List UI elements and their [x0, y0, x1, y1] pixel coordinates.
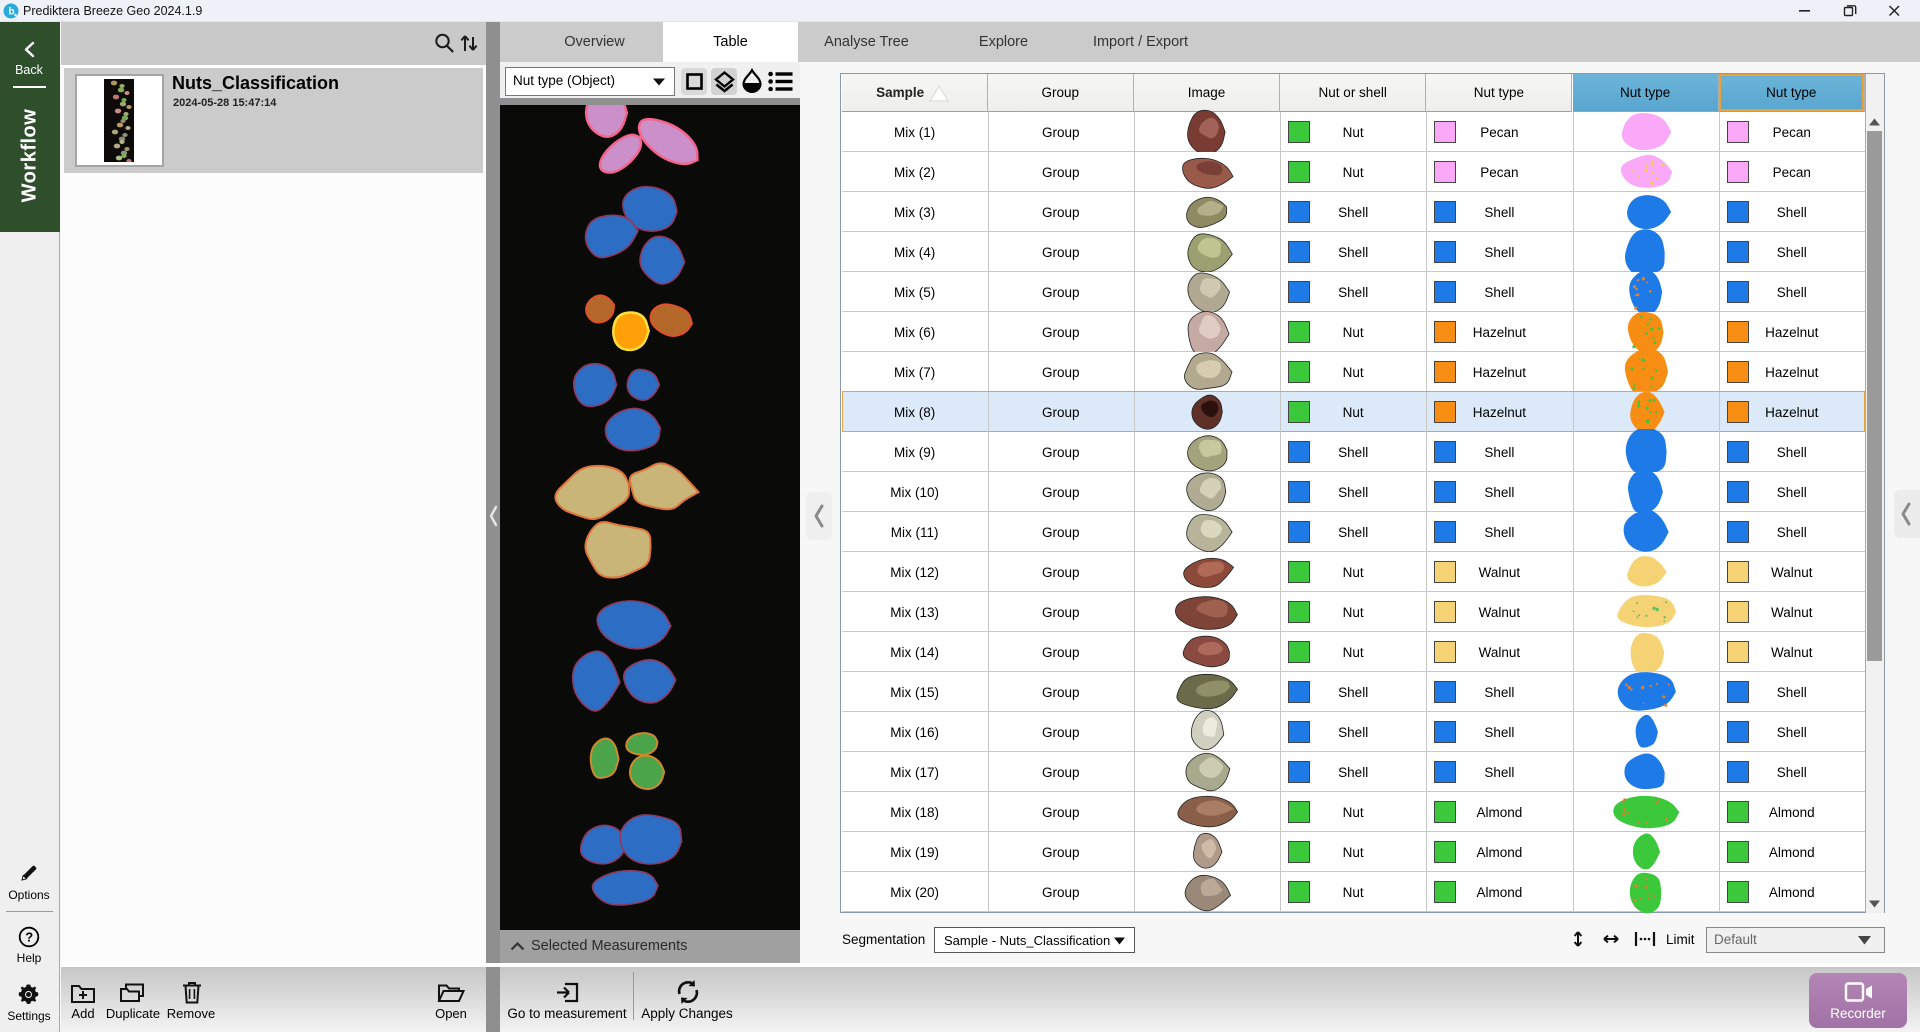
svg-text:?: ?	[25, 930, 33, 945]
svg-text:b: b	[9, 7, 15, 18]
